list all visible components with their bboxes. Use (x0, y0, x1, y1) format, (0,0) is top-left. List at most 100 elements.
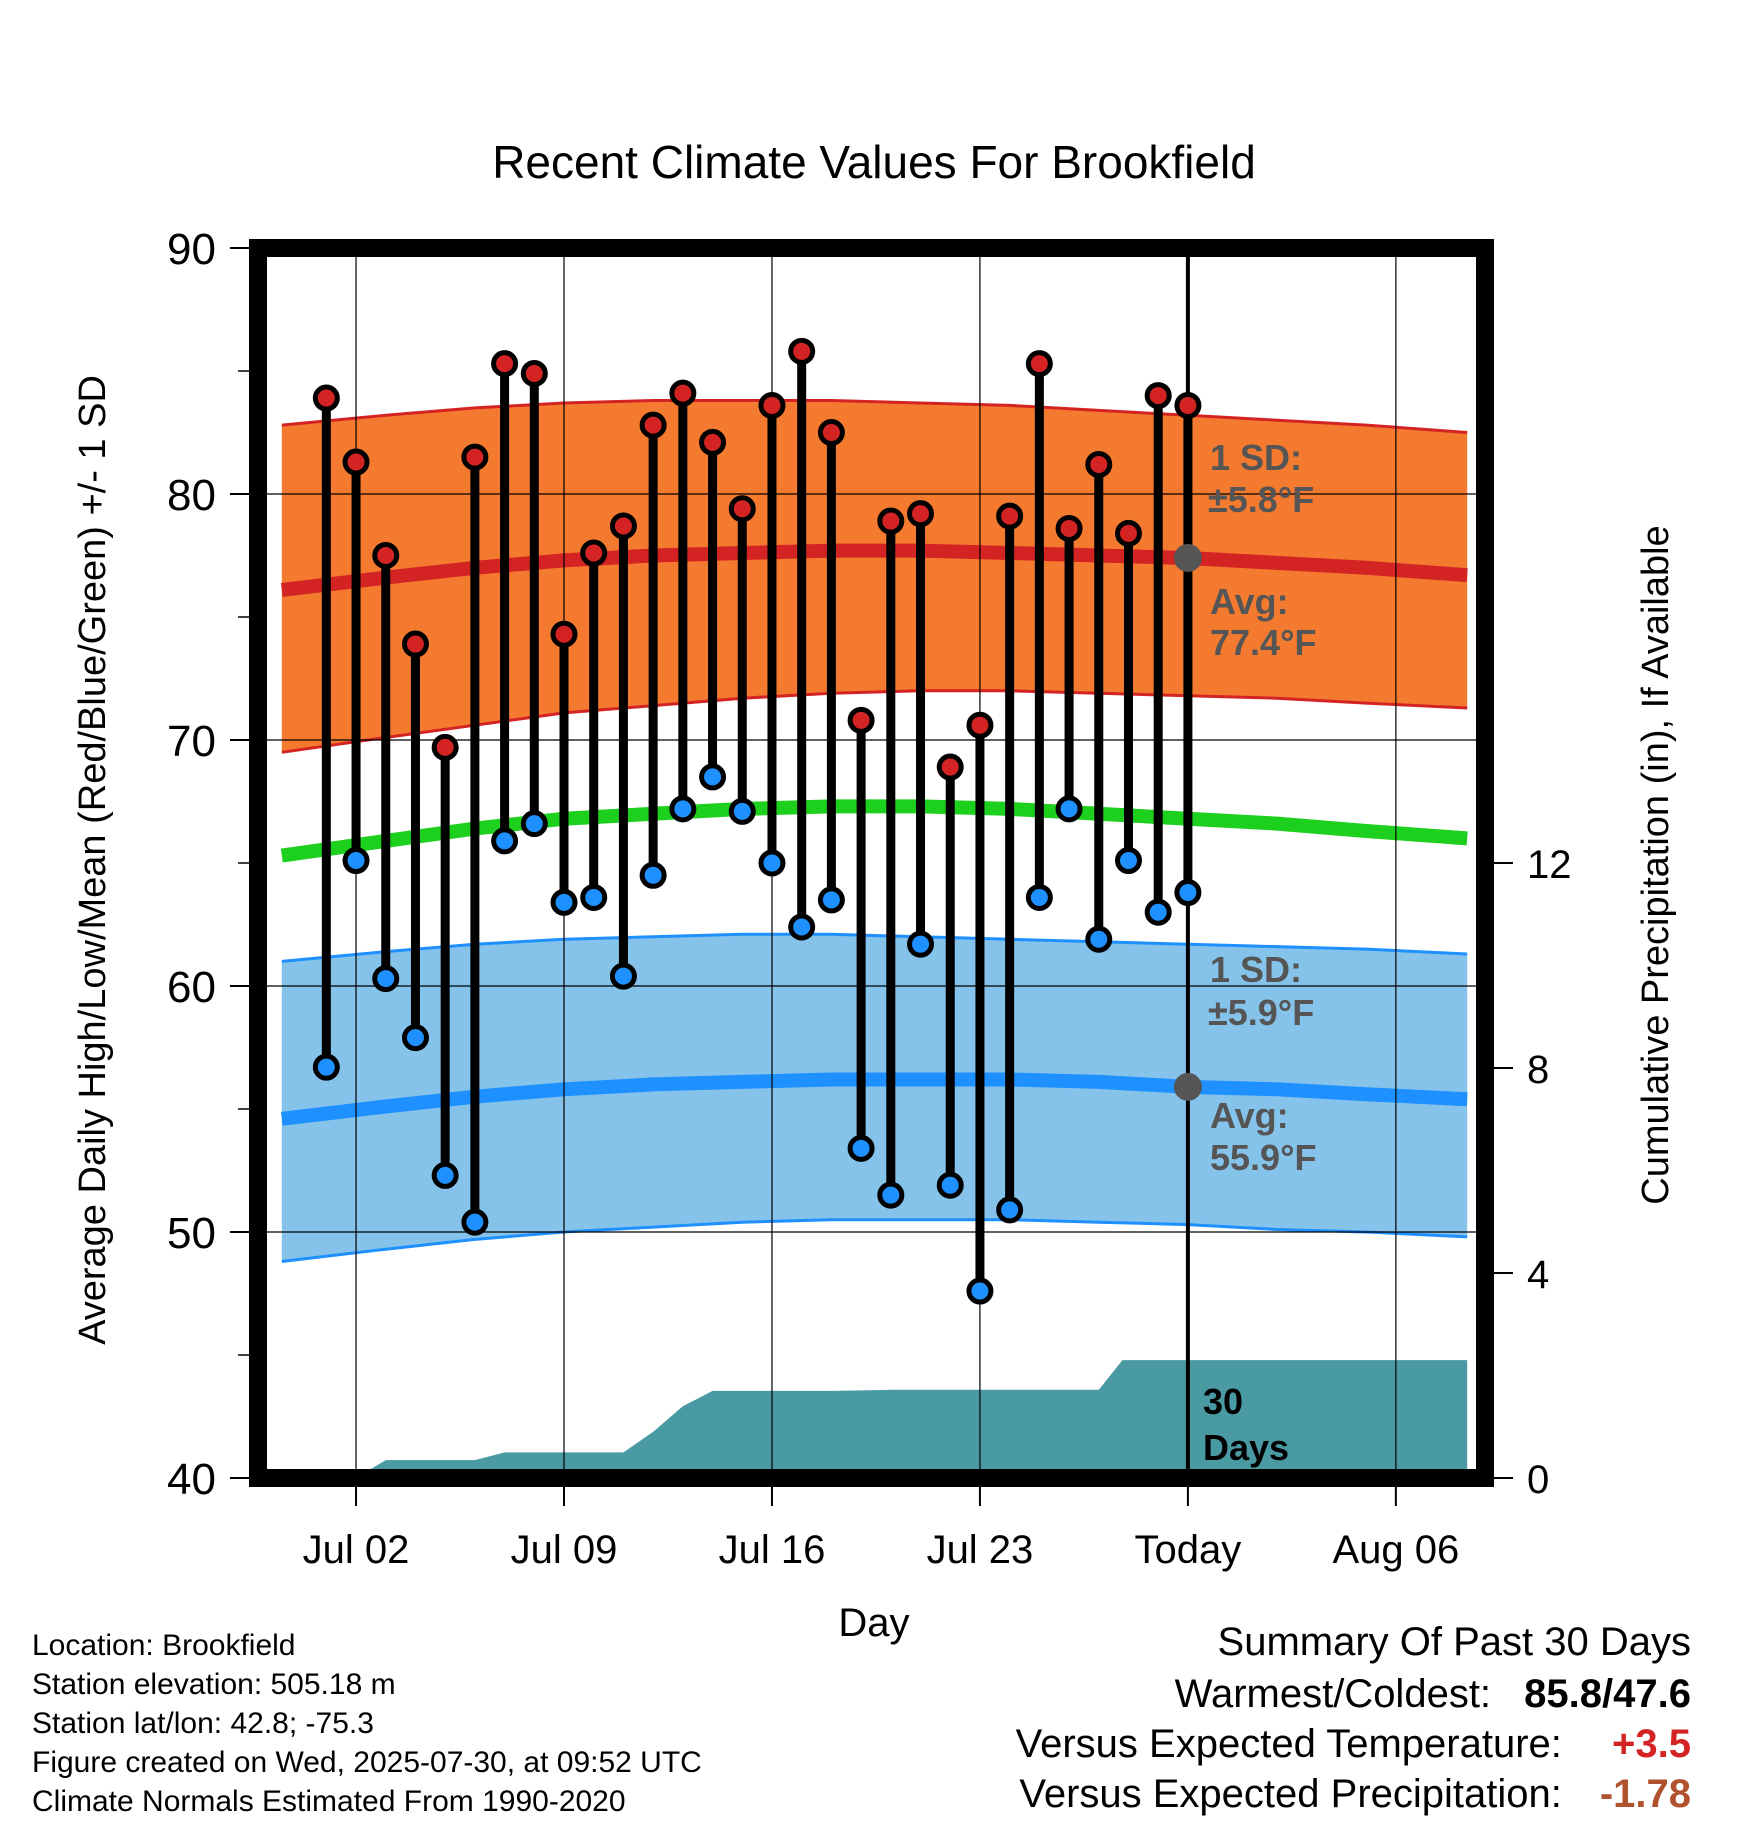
bands-layer (280, 399, 1468, 1478)
warm-cold-value: 85.8/47.6 (1524, 1672, 1691, 1716)
obs-low-dot (817, 886, 845, 914)
warm-cold-label: Warmest/Coldest: (1174, 1672, 1492, 1716)
obs-high-dot (431, 733, 459, 761)
chart-title: Recent Climate Values For Brookfield (492, 136, 1256, 188)
obs-high-dot (639, 411, 667, 439)
x-tick-label: Jul 09 (511, 1528, 618, 1572)
high-sd-label: 1 SD: (1210, 437, 1302, 478)
x-axis-label: Day (838, 1601, 909, 1645)
x-tick-label: Today (1135, 1528, 1242, 1572)
obs-high-dot (312, 384, 340, 412)
obs-low-dot (788, 913, 816, 941)
obs-low-dot (520, 810, 548, 838)
obs-low-dot (1174, 879, 1202, 907)
obs-low-dot (728, 797, 756, 825)
obs-low-dot (1114, 847, 1142, 875)
obs-low-dot (550, 888, 578, 916)
summary-heading-text: Summary Of Past 30 Days (1217, 1620, 1691, 1664)
obs-low-dot (966, 1277, 994, 1305)
low-normal-line (280, 1072, 1468, 1126)
obs-low-dot (877, 1181, 905, 1209)
y2-tick-label: 0 (1527, 1458, 1549, 1502)
high-normal-line (280, 543, 1468, 597)
obs-high-dot (669, 379, 697, 407)
obs-high-dot (699, 428, 727, 456)
obs-high-dot (847, 706, 875, 734)
footer-elevation: Station elevation: 505.18 m (32, 1668, 396, 1701)
y-tick-label: 80 (167, 471, 216, 520)
obs-low-dot (401, 1024, 429, 1052)
obs-high-dot (728, 495, 756, 523)
obs-low-dot (1144, 898, 1172, 926)
low-sd-value: ±5.9°F (1208, 992, 1314, 1033)
obs-high-dot (936, 753, 964, 781)
y2-axis-label: Cumulative Precipitation (in), If Availa… (1635, 525, 1677, 1204)
obs-high-dot (1025, 350, 1053, 378)
obs-low-dot (1085, 925, 1113, 953)
obs-low-dot (1055, 795, 1083, 823)
obs-high-dot (342, 448, 370, 476)
precip-days-number: 30 (1203, 1381, 1243, 1422)
obs-high-dot (372, 542, 400, 569)
low-lower-line (281, 1218, 1468, 1263)
obs-low-dot (609, 962, 637, 990)
temp-label: Versus Expected Temperature: (1015, 1722, 1562, 1766)
precip-area (281, 1360, 1468, 1478)
obs-low-dot (639, 861, 667, 889)
high-sd-band (281, 400, 1468, 753)
obs-low-dot (312, 1053, 340, 1081)
x-tick-label: Jul 16 (719, 1528, 826, 1572)
temp-value: +3.5 (1612, 1722, 1691, 1766)
obs-low-dot (461, 1208, 489, 1236)
low-annotation: 1 SD: ±5.9°F Avg: 55.9°F (1208, 949, 1316, 1178)
plot-frame (249, 239, 1494, 1487)
obs-high-dot (1055, 514, 1083, 542)
precip-label: Versus Expected Precipitation: (1019, 1772, 1562, 1816)
summary-precip: Versus Expected Precipitation: -1.78 (1019, 1772, 1691, 1817)
high-avg-label: Avg: (1210, 581, 1289, 622)
obs-high-dot (609, 512, 637, 540)
obs-low-dot (699, 763, 727, 791)
high-lower-line (281, 689, 1468, 754)
low-upper-line (281, 932, 1468, 963)
obs-high-dot (401, 630, 429, 658)
obs-high-dot (1114, 519, 1142, 547)
x-tick-label: Jul 23 (927, 1528, 1034, 1572)
obs-high-dot (491, 350, 519, 378)
high-sd-value: ±5.8°F (1208, 479, 1314, 520)
obs-high-dot (520, 359, 548, 387)
y-tick-label: 90 (167, 225, 216, 274)
x-tick-label: Jul 02 (303, 1528, 410, 1572)
high-annotation: 1 SD: ±5.8°F Avg: 77.4°F (1208, 437, 1316, 663)
precip-annotation: 30 Days (1203, 1381, 1289, 1468)
precip-days-word: Days (1203, 1427, 1289, 1468)
y2-tick-label: 4 (1527, 1253, 1549, 1297)
obs-high-dot (966, 711, 994, 739)
obs-low-dot (758, 849, 786, 877)
obs-high-dot (788, 337, 816, 365)
obs-high-dot (877, 507, 905, 535)
summary-temp: Versus Expected Temperature: +3.5 (1016, 1722, 1691, 1767)
summary-heading: Summary Of Past 30 Days (1218, 1620, 1691, 1665)
obs-high-dot (550, 620, 578, 648)
y-tick-label: 50 (167, 1209, 216, 1258)
obs-high-dot (1144, 382, 1172, 410)
obs-high-dot (1085, 450, 1113, 478)
obs-high-dot (817, 419, 845, 446)
precip-value: -1.78 (1599, 1772, 1691, 1816)
obs-low-dot (669, 795, 697, 823)
low-avg-value: 55.9°F (1210, 1137, 1316, 1178)
observation-layer (312, 337, 1202, 1305)
obs-low-dot (431, 1161, 459, 1189)
obs-low-dot (907, 930, 935, 958)
footer-location: Location: Brookfield (32, 1629, 296, 1662)
low-avg-marker (1173, 1072, 1202, 1101)
x-tick-label: Aug 06 (1332, 1528, 1459, 1572)
low-avg-label: Avg: (1210, 1095, 1289, 1136)
footer-normals: Climate Normals Estimated From 1990-2020 (32, 1785, 626, 1818)
y-tick-label: 40 (167, 1455, 216, 1504)
summary-warm-cold: Warmest/Coldest: 85.8/47.6 (1175, 1672, 1691, 1717)
footer-created: Figure created on Wed, 2025-07-30, at 09… (32, 1746, 702, 1779)
obs-low-dot (580, 883, 608, 911)
